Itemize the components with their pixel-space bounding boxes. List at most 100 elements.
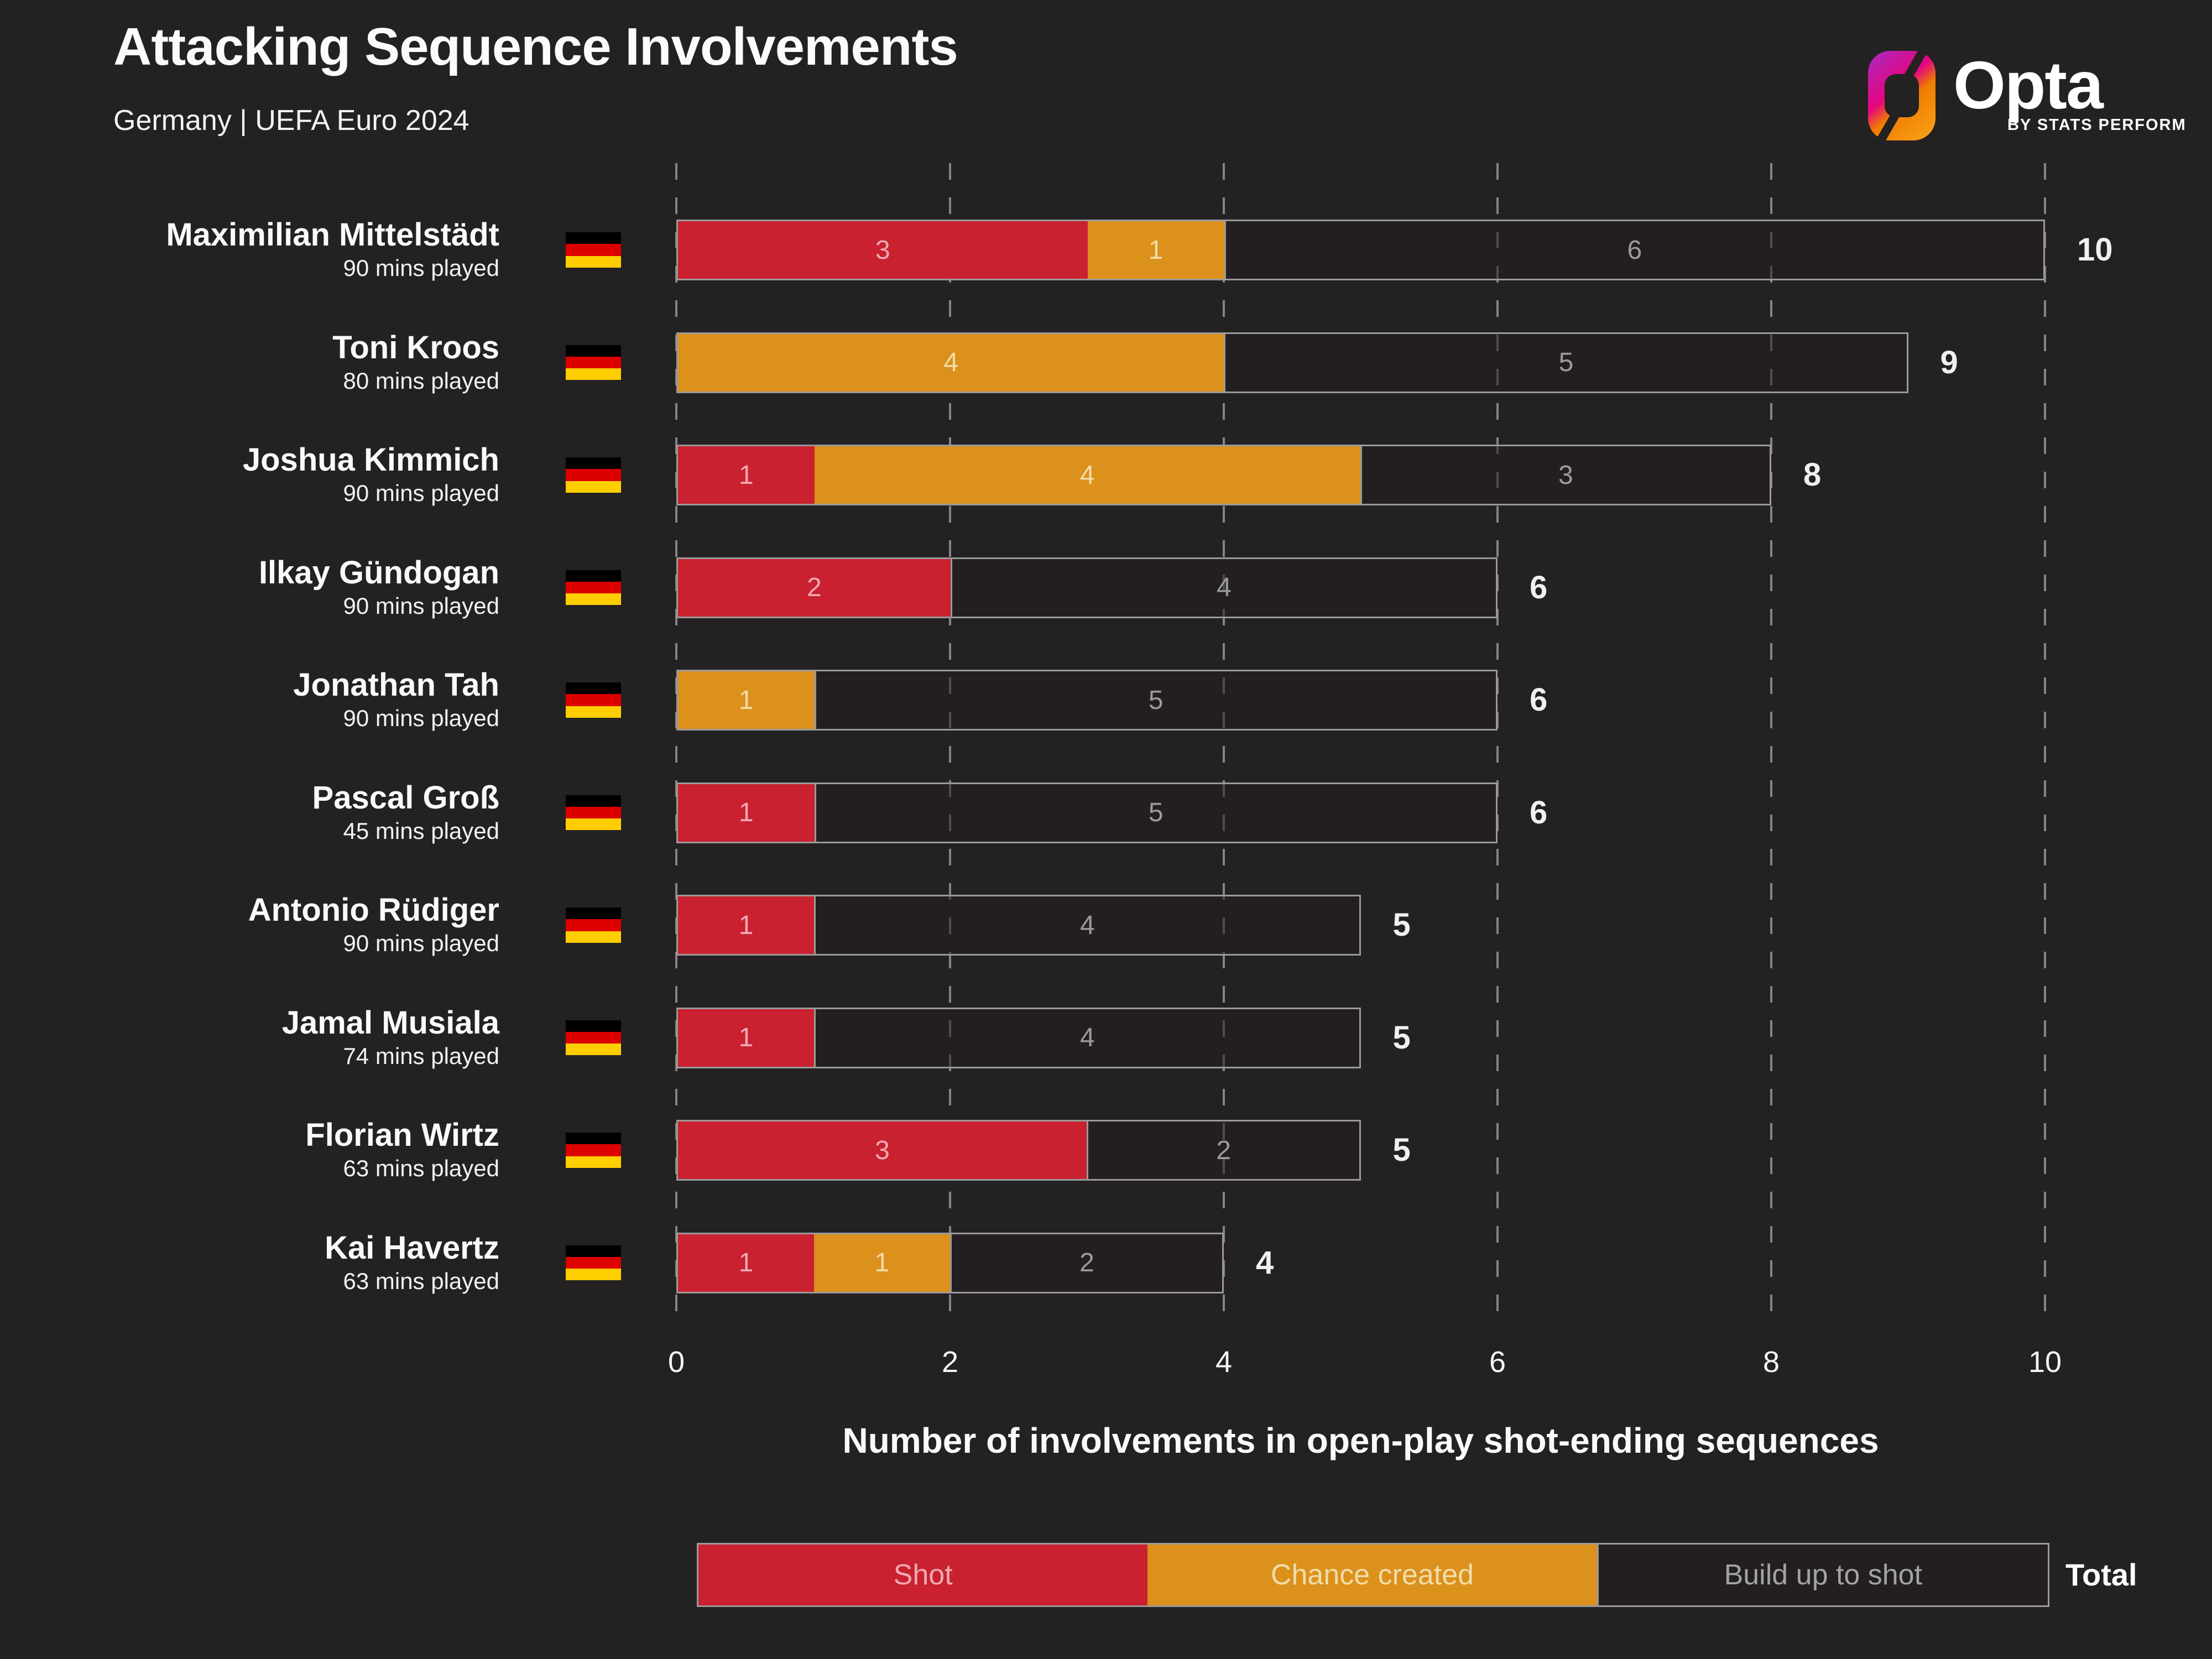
flag-stripe [566, 581, 621, 594]
chance-created-segment: 4 [678, 333, 1224, 392]
gridline-x-6 [1496, 163, 1499, 1322]
player-label: Kai Havertz 63 mins played [0, 1206, 499, 1320]
gridline-x-8 [1770, 163, 1772, 1322]
flag-stripe [566, 469, 621, 481]
player-minutes: 90 mins played [343, 930, 500, 956]
segment-value: 3 [1558, 460, 1573, 490]
flag-stripe [566, 1144, 621, 1156]
flag-stripe [566, 345, 621, 357]
flag-stripe [566, 481, 621, 493]
germany-flag-icon [566, 1245, 621, 1281]
player-minutes: 90 mins played [343, 705, 500, 731]
segment-value: 1 [874, 1248, 890, 1277]
player-label: Pascal Groß 45 mins played [0, 756, 499, 870]
germany-flag-icon [566, 1133, 621, 1168]
shot-segment: 1 [678, 896, 815, 954]
segment-value: 4 [1079, 460, 1095, 490]
player-name: Joshua Kimmich [242, 442, 499, 478]
build-up-segment: 5 [814, 784, 1496, 842]
segment-value: 2 [1079, 1248, 1094, 1277]
opta-logo-icon [1868, 43, 1936, 148]
flag-stripe [566, 1133, 621, 1145]
flag-stripe [566, 457, 621, 469]
gridline-x-4 [1223, 163, 1225, 1322]
flag-stripe [566, 818, 621, 831]
segment-value: 3 [875, 1135, 890, 1165]
flag-stripe [566, 806, 621, 819]
total-value: 6 [1530, 569, 1548, 606]
germany-flag-icon [566, 345, 621, 380]
player-name: Ilkay Gündogan [258, 554, 499, 591]
build-up-segment: 2 [1086, 1121, 1359, 1179]
segment-value: 1 [738, 1023, 754, 1052]
player-label: Joshua Kimmich 90 mins played [0, 418, 499, 532]
total-value: 5 [1392, 907, 1411, 943]
player-name: Pascal Groß [312, 779, 499, 816]
germany-flag-icon [566, 682, 621, 718]
shot-segment: 1 [678, 446, 815, 504]
shot-segment: 3 [678, 1121, 1087, 1179]
shot-segment: 2 [678, 559, 951, 617]
player-label: Toni Kroos 80 mins played [0, 306, 499, 420]
flag-stripe [566, 1245, 621, 1257]
player-minutes: 90 mins played [343, 480, 500, 506]
x-axis-label: Number of involvements in open-play shot… [842, 1421, 1879, 1460]
player-label: Antonio Rüdiger 90 mins played [0, 868, 499, 982]
logo-hole [1885, 74, 1919, 117]
gridline-x-10 [2044, 163, 2046, 1322]
shot-segment: 1 [678, 1234, 814, 1292]
player-name: Kai Havertz [325, 1229, 499, 1266]
build-up-segment: 4 [951, 559, 1496, 617]
germany-flag-icon [566, 570, 621, 606]
chance-created-segment: 1 [1087, 221, 1224, 279]
build-up-segment: 2 [950, 1234, 1222, 1292]
total-value: 8 [1803, 457, 1822, 493]
flag-stripe [566, 1044, 621, 1056]
total-value: 5 [1392, 1132, 1411, 1168]
segment-value: 1 [738, 1248, 754, 1277]
segment-value: 3 [875, 235, 890, 265]
germany-flag-icon [566, 232, 621, 268]
segment-value: 1 [738, 798, 754, 827]
player-label: Jamal Musiala 74 mins played [0, 981, 499, 1095]
player-name: Maximilian Mittelstädt [166, 217, 499, 253]
opta-logo-wordmark: Opta [1953, 48, 2104, 123]
build-up-segment: 4 [814, 896, 1359, 954]
player-minutes: 80 mins played [343, 367, 500, 394]
segment-value: 2 [807, 573, 822, 602]
player-bar: 1 4 3 [676, 445, 1771, 505]
x-tick-label: 4 [1215, 1345, 1233, 1379]
player-name: Toni Kroos [332, 329, 499, 366]
flag-stripe [566, 244, 621, 256]
segment-value: 1 [1148, 235, 1164, 265]
player-minutes: 45 mins played [343, 817, 500, 844]
chance-created-segment: 1 [814, 1234, 950, 1292]
x-tick-label: 10 [2028, 1345, 2062, 1379]
segment-value: 5 [1148, 798, 1164, 827]
total-value: 4 [1256, 1244, 1274, 1281]
germany-flag-icon [566, 1020, 621, 1056]
player-bar: 1 1 2 [676, 1232, 1224, 1293]
flag-stripe [566, 1031, 621, 1044]
segment-value: 4 [1080, 1023, 1095, 1052]
chance-created-segment: 4 [814, 446, 1360, 504]
flag-stripe [566, 1256, 621, 1269]
build-up-segment: 6 [1224, 221, 2043, 279]
flag-stripe [566, 1156, 621, 1168]
legend-item-shot: Shot [698, 1545, 1148, 1605]
flag-stripe [566, 931, 621, 943]
legend-item-build-up-to-shot: Build up to shot [1597, 1545, 2048, 1605]
page-subtitle: Germany | UEFA Euro 2024 [113, 105, 469, 137]
flag-stripe [566, 368, 621, 380]
page-title: Attacking Sequence Involvements [113, 17, 958, 76]
germany-flag-icon [566, 795, 621, 831]
build-up-segment: 3 [1360, 446, 1770, 504]
player-name: Antonio Rüdiger [248, 892, 499, 928]
segment-value: 5 [1558, 348, 1574, 377]
player-minutes: 63 mins played [343, 1155, 500, 1181]
flag-stripe [566, 706, 621, 718]
segment-value: 2 [1216, 1135, 1232, 1165]
germany-flag-icon [566, 907, 621, 943]
